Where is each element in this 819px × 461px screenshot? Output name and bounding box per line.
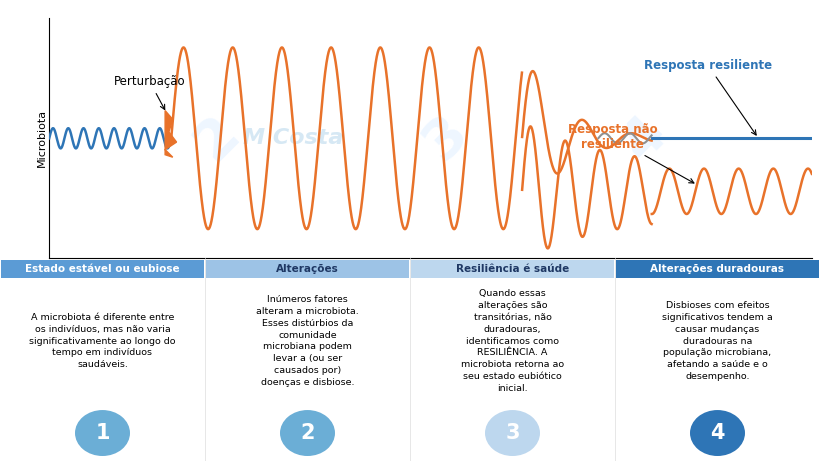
Text: M Costa: M Costa [242,128,343,148]
FancyBboxPatch shape [410,260,613,278]
X-axis label: Time: Time [416,260,444,270]
Ellipse shape [484,410,540,456]
Text: Resiliência é saúde: Resiliência é saúde [455,264,568,274]
Text: 2: 2 [184,106,250,171]
Text: Resposta resiliente: Resposta resiliente [643,59,771,135]
Text: 4: 4 [709,423,724,443]
Text: Inúmeros fatores
alteram a microbiota.
Esses distúrbios da
comunidade
microbiana: Inúmeros fatores alteram a microbiota. E… [256,296,359,387]
Text: 4: 4 [611,106,676,171]
Text: 1: 1 [95,423,110,443]
Ellipse shape [75,410,130,456]
Y-axis label: Microbiota: Microbiota [36,109,47,167]
Text: Alterações: Alterações [276,264,338,274]
Text: Perturbação: Perturbação [114,75,185,110]
FancyBboxPatch shape [615,260,818,278]
Ellipse shape [689,410,744,456]
Text: Alterações duradouras: Alterações duradouras [649,264,784,274]
Text: 3: 3 [413,106,478,171]
Text: Resposta não
resiliente: Resposta não resiliente [567,124,693,183]
Text: Disbioses com efeitos
significativos tendem a
causar mudanças
duradouras na
popu: Disbioses com efeitos significativos ten… [661,301,772,381]
FancyBboxPatch shape [206,260,409,278]
Ellipse shape [279,410,335,456]
FancyBboxPatch shape [1,260,204,278]
Text: A microbiota é diferente entre
os indivíduos, mas não varia
significativamente a: A microbiota é diferente entre os indiví… [29,313,175,369]
Polygon shape [165,111,176,157]
Text: 2: 2 [300,423,314,443]
Text: 3: 3 [505,423,519,443]
Text: Quando essas
alterações são
transitórias, não
duradouras,
identificamos como
RES: Quando essas alterações são transitórias… [460,290,563,393]
Text: Estado estável ou eubiose: Estado estável ou eubiose [25,264,179,274]
